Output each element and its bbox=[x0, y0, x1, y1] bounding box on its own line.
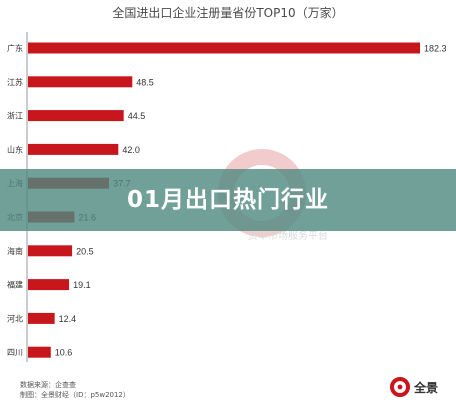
value-label: 19.1 bbox=[73, 280, 91, 290]
value-label: 20.5 bbox=[76, 246, 94, 256]
value-label: 48.5 bbox=[136, 77, 154, 87]
footer-source: 数据来源：企查查 bbox=[20, 381, 76, 389]
value-label: 182.3 bbox=[424, 44, 447, 54]
value-label: 10.6 bbox=[55, 348, 73, 358]
chart-title: 全国进出口企业注册量省份TOP10（万家） bbox=[112, 5, 343, 20]
bar bbox=[28, 76, 133, 88]
value-label: 12.4 bbox=[59, 314, 77, 324]
overlay-title: 01月出口热门行业 bbox=[126, 187, 329, 213]
bar bbox=[28, 279, 70, 291]
bar bbox=[28, 346, 51, 358]
brand-name: 全景 bbox=[413, 380, 438, 395]
category-label: 福建 bbox=[7, 280, 23, 290]
category-label: 山东 bbox=[7, 144, 23, 154]
category-label: 浙江 bbox=[7, 111, 23, 121]
value-label: 42.0 bbox=[122, 145, 140, 155]
bar bbox=[28, 245, 73, 257]
category-label: 广东 bbox=[7, 43, 23, 53]
category-label: 海南 bbox=[7, 246, 23, 256]
bar bbox=[28, 110, 124, 122]
bar bbox=[28, 42, 420, 54]
category-label: 江苏 bbox=[7, 77, 23, 87]
bar bbox=[28, 143, 119, 155]
overlay-band bbox=[0, 169, 456, 231]
category-label: 四川 bbox=[7, 348, 23, 357]
value-label: 44.5 bbox=[128, 111, 146, 121]
category-label: 河北 bbox=[7, 313, 23, 323]
bar bbox=[28, 312, 55, 324]
watermark-text: 资本市场服务平台 bbox=[248, 229, 328, 242]
brand-logo-icon bbox=[389, 377, 410, 397]
footer-producer: 制图：全景财经（ID：p5w2012） bbox=[20, 391, 130, 399]
brand: 全景 bbox=[389, 376, 438, 398]
